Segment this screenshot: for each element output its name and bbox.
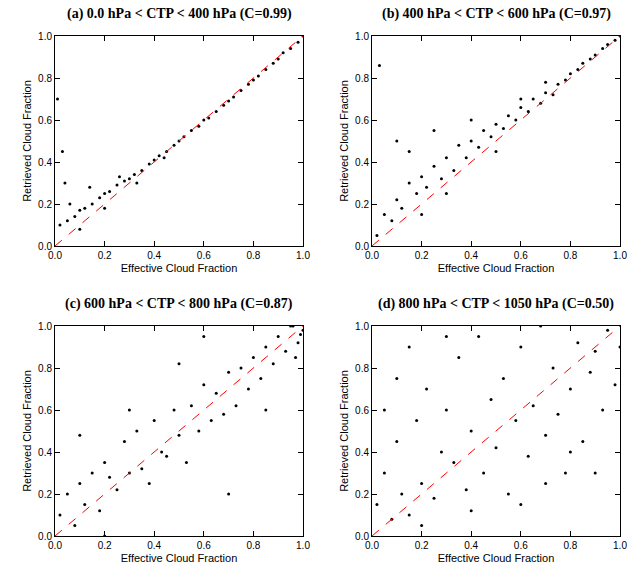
svg-text:0.4: 0.4: [147, 250, 161, 261]
svg-text:0.8: 0.8: [355, 363, 369, 374]
svg-text:0.8: 0.8: [246, 250, 260, 261]
svg-text:0.6: 0.6: [514, 540, 528, 551]
svg-text:0.4: 0.4: [147, 540, 161, 551]
svg-text:0.4: 0.4: [38, 447, 52, 458]
svg-text:Effective Cloud Fraction: Effective Cloud Fraction: [121, 552, 238, 564]
svg-text:(d) 800 hPa < CTP < 1050 hPa (: (d) 800 hPa < CTP < 1050 hPa (C=0.50): [378, 296, 614, 312]
svg-text:Effective Cloud Fraction: Effective Cloud Fraction: [438, 552, 555, 564]
svg-text:0.8: 0.8: [246, 540, 260, 551]
svg-text:0.8: 0.8: [563, 250, 577, 261]
svg-text:0.0: 0.0: [365, 250, 379, 261]
svg-text:0.8: 0.8: [355, 73, 369, 84]
svg-text:0.4: 0.4: [355, 157, 369, 168]
svg-text:0.2: 0.2: [98, 540, 112, 551]
svg-text:1.0: 1.0: [355, 31, 369, 42]
svg-text:0.0: 0.0: [48, 540, 62, 551]
svg-text:1.0: 1.0: [355, 321, 369, 332]
svg-text:Effective Cloud Fraction: Effective Cloud Fraction: [438, 262, 555, 274]
svg-text:Effective Cloud Fraction: Effective Cloud Fraction: [121, 262, 238, 274]
svg-text:0.0: 0.0: [48, 250, 62, 261]
svg-text:(b) 400 hPa < CTP < 600 hPa (C: (b) 400 hPa < CTP < 600 hPa (C=0.97): [382, 6, 611, 22]
svg-text:0.4: 0.4: [464, 250, 478, 261]
svg-text:0.6: 0.6: [355, 405, 369, 416]
svg-text:Retrieved Cloud Fraction: Retrieved Cloud Fraction: [338, 80, 350, 202]
svg-text:0.0: 0.0: [355, 241, 369, 252]
svg-text:(a) 0.0 hPa < CTP < 400 hPa (C: (a) 0.0 hPa < CTP < 400 hPa (C=0.99): [67, 6, 292, 22]
svg-text:0.2: 0.2: [355, 199, 369, 210]
svg-text:0.6: 0.6: [355, 115, 369, 126]
svg-text:0.6: 0.6: [38, 405, 52, 416]
svg-text:0.2: 0.2: [415, 250, 429, 261]
svg-text:(c) 600 hPa < CTP < 800 hPa (C: (c) 600 hPa < CTP < 800 hPa (C=0.87): [65, 296, 293, 312]
svg-text:0.6: 0.6: [514, 250, 528, 261]
svg-text:0.0: 0.0: [38, 241, 52, 252]
svg-text:0.4: 0.4: [464, 540, 478, 551]
svg-text:0.2: 0.2: [355, 489, 369, 500]
svg-text:Retrieved Cloud Fraction: Retrieved Cloud Fraction: [338, 370, 350, 492]
svg-text:0.2: 0.2: [415, 540, 429, 551]
svg-text:0.0: 0.0: [38, 531, 52, 542]
svg-text:0.0: 0.0: [365, 540, 379, 551]
svg-text:0.8: 0.8: [38, 73, 52, 84]
svg-text:0.2: 0.2: [38, 489, 52, 500]
svg-text:0.4: 0.4: [355, 447, 369, 458]
svg-text:1.0: 1.0: [38, 31, 52, 42]
svg-text:1.0: 1.0: [613, 540, 627, 551]
svg-text:0.0: 0.0: [355, 531, 369, 542]
svg-text:0.6: 0.6: [38, 115, 52, 126]
svg-text:1.0: 1.0: [296, 540, 310, 551]
svg-text:0.8: 0.8: [563, 540, 577, 551]
svg-text:0.4: 0.4: [38, 157, 52, 168]
svg-text:0.8: 0.8: [38, 363, 52, 374]
svg-text:0.6: 0.6: [197, 540, 211, 551]
svg-text:1.0: 1.0: [613, 250, 627, 261]
svg-text:Retrieved Cloud Fraction: Retrieved Cloud Fraction: [21, 370, 33, 492]
svg-text:1.0: 1.0: [296, 250, 310, 261]
svg-text:Retrieved Cloud Fraction: Retrieved Cloud Fraction: [21, 80, 33, 202]
svg-text:0.2: 0.2: [38, 199, 52, 210]
svg-text:0.2: 0.2: [98, 250, 112, 261]
svg-text:0.6: 0.6: [197, 250, 211, 261]
svg-text:1.0: 1.0: [38, 321, 52, 332]
